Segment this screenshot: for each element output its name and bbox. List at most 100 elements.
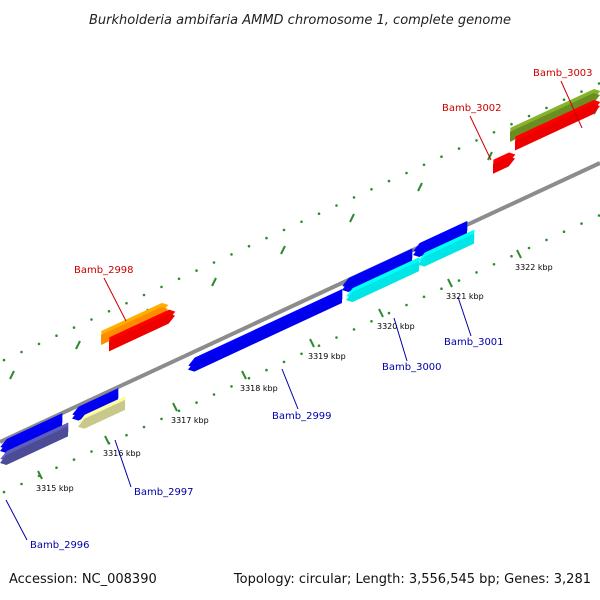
tick-dot [37,342,41,346]
leader-line [469,115,492,161]
tick-dot [527,114,531,118]
tick-dot [212,393,216,396]
tick-dot [195,269,198,272]
tick-label: 3315 kbp [36,484,74,493]
gene-labels: Bamb_2996 Bamb_2997 Bamb_2998 Bamb_2999 Bamb… [30,68,593,551]
tick-dot [20,350,23,354]
tick-dot [300,352,303,356]
tick-dot [370,320,373,323]
gene-features [0,88,600,466]
tick-dot [20,482,23,486]
tick-mark [37,470,43,480]
leader-line [281,368,299,410]
leader-line [114,439,132,488]
tick-label: 3317 kbp [171,416,209,425]
leader-line [560,80,583,129]
tick-dot [125,301,128,305]
tick-dot [580,222,583,225]
tick-mark [487,151,493,161]
gene-arrow-bamb-3002 [493,152,516,174]
tick-dot [230,253,233,256]
tick-dot [492,131,496,134]
gene-arrow [515,99,600,151]
tick-marks: 3315 kbp 3316 kbp 3317 kbp 3318 kbp 3319 kbp… [9,105,599,493]
tick-mark [241,370,247,380]
genome-title: Burkholderia ambifaria AMMD chromosome 1… [89,13,511,28]
gene-arrow [413,220,468,258]
gene-label-bamb-3000: Bamb_3000 [382,362,442,373]
tick-dot [510,254,513,258]
tick-dot [177,409,181,413]
tick-dot [177,277,181,281]
gene-arrow [342,248,413,293]
tick-dot [597,214,600,217]
tick-dot [90,318,93,321]
tick-dot [2,490,6,494]
tick-dot [440,155,443,158]
tick-dot [562,230,566,233]
tick-dot [125,433,128,437]
tick-label: 3318 kbp [240,384,278,393]
tick-dot [160,417,163,421]
tick-dots [2,82,600,494]
tick-dot [370,188,373,191]
label-leader-lines [5,80,583,541]
tick-dot [72,458,76,461]
tick-dot [265,368,268,372]
tick-dot [405,171,408,175]
gene-arrow [72,388,119,421]
tick-dot [300,220,303,224]
tick-dot [317,344,321,348]
tick-dot [335,336,338,339]
gene-label-bamb-3003: Bamb_3003 [533,68,593,79]
tick-dot [422,163,426,167]
tick-dot [597,82,600,85]
tick-dot [545,238,548,242]
gene-arrow [0,413,63,454]
tick-mark [9,370,15,380]
tick-mark [75,340,81,350]
tick-mark [211,277,217,287]
gene-label-bamb-2997: Bamb_2997 [134,487,194,498]
tick-dot [352,328,356,331]
gene-arrow [109,309,176,352]
tick-dot [562,98,566,101]
backbone-line [0,161,600,444]
topology-text: Topology: circular; Length: 3,556,545 bp… [233,572,591,587]
tick-dot [2,358,6,362]
tick-label: 3320 kbp [377,322,415,331]
tick-dot [387,179,391,183]
leader-line [103,277,127,322]
tick-dot [55,466,58,470]
tick-mark [447,278,453,288]
gene-arrow-bamb-2997 [78,395,126,429]
tick-label: 3322 kbp [515,263,553,272]
tick-dot [107,310,111,313]
tick-label: 3316 kbp [103,449,141,458]
tick-dot [212,261,216,264]
tick-dot [422,295,426,299]
tick-dot [247,244,251,248]
tick-dot [247,376,251,380]
tick-mark [172,402,178,412]
tick-mark [417,182,423,192]
tick-mark [516,249,522,259]
tick-dot [160,285,163,289]
tick-dot [90,450,93,453]
tick-dot [335,204,338,207]
tick-dot [195,401,198,404]
tick-mark [104,435,110,445]
tick-dot [352,196,356,199]
leader-line [457,296,472,337]
accession-text: Accession: NC_008390 [9,572,157,587]
gene-label-bamb-2998: Bamb_2998 [74,265,134,276]
tick-dot [527,246,531,250]
leader-line [5,499,28,541]
tick-dot [510,122,513,126]
tick-mark [378,308,384,318]
tick-dot [72,326,76,329]
gene-arrow-bamb-2996 [0,422,69,466]
gene-label-bamb-3001: Bamb_3001 [444,337,504,348]
tick-dot [282,360,286,364]
